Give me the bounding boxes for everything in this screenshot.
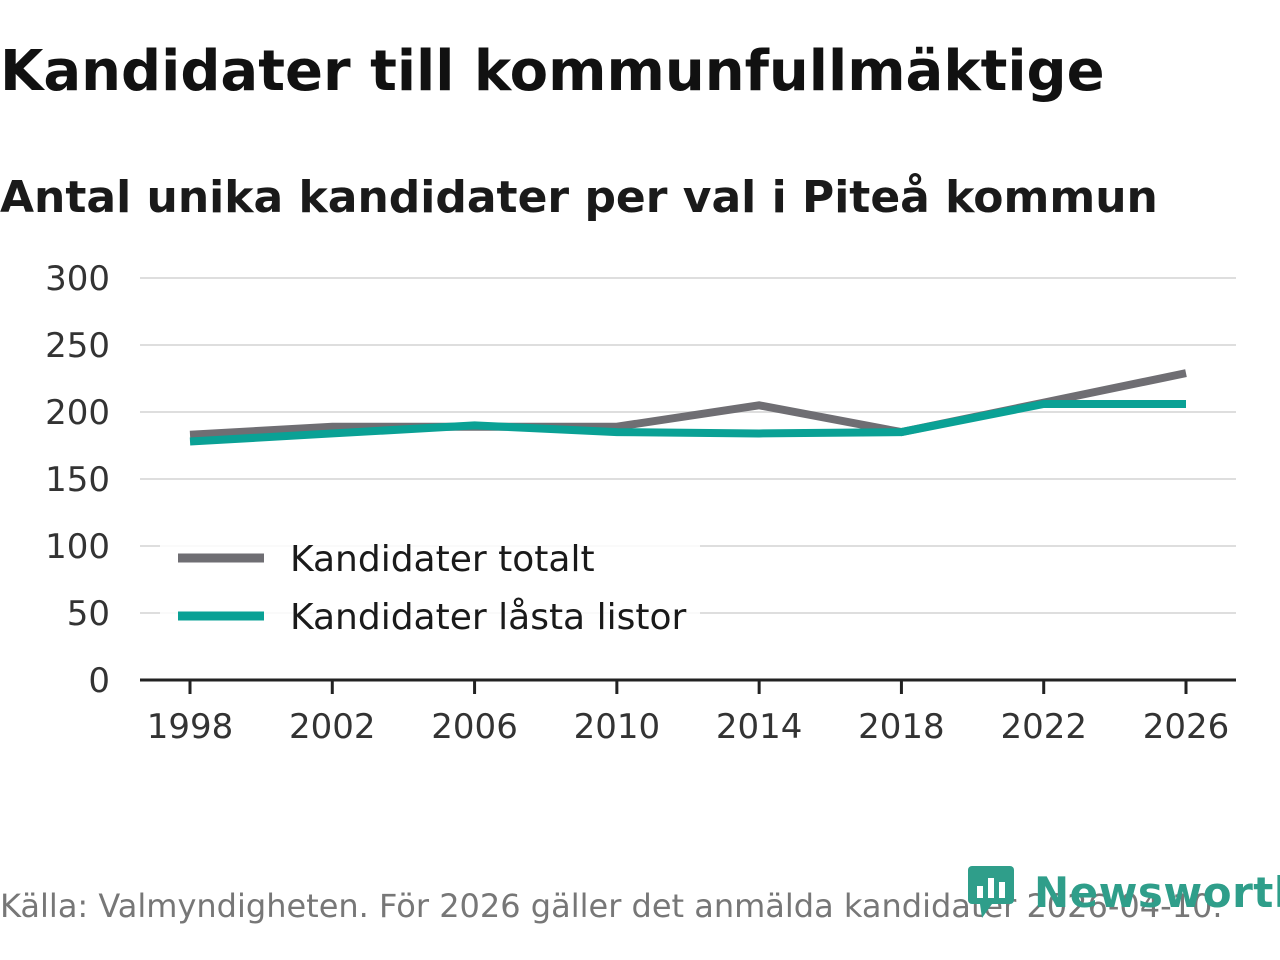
legend-label-1: Kandidater totalt [290, 539, 595, 580]
x-tick-label: 2026 [1143, 707, 1230, 747]
x-axis-ticks: 1998 2002 2006 2010 2014 2018 2022 2026 [147, 680, 1230, 747]
y-tick-label: 250 [45, 326, 110, 366]
x-tick-label: 2022 [1000, 707, 1087, 747]
y-axis-ticks: 0 50 100 150 200 250 300 [45, 259, 110, 701]
x-tick-label: 2014 [716, 707, 803, 747]
source-note: Källa: Valmyndigheten. För 2026 gäller d… [0, 887, 1223, 925]
chart-subtitle: Antal unika kandidater per val i Piteå k… [0, 172, 1158, 223]
y-tick-label: 150 [45, 460, 110, 500]
logo-text: Newsworthy [1034, 867, 1280, 917]
newsworthy-logo[interactable]: Newsworthy [966, 862, 1280, 922]
x-tick-label: 2002 [289, 707, 376, 747]
y-tick-label: 100 [45, 527, 110, 567]
legend-label-2: Kandidater låsta listor [290, 597, 686, 638]
bar-chart-icon [968, 866, 1014, 918]
legend-background [160, 528, 700, 646]
legend: Kandidater totalt Kandidater låsta listor [160, 528, 700, 646]
x-tick-label: 1998 [147, 707, 234, 747]
series-line-2 [189, 399, 1186, 446]
y-tick-label: 50 [67, 594, 110, 634]
x-tick-label: 2018 [858, 707, 945, 747]
y-tick-label: 0 [88, 661, 110, 701]
series-lines [189, 369, 1187, 446]
x-tick-label: 2006 [431, 707, 518, 747]
x-tick-label: 2010 [574, 707, 661, 747]
chart-title: Kandidater till kommunfullmäktige [0, 39, 1105, 104]
y-tick-label: 300 [45, 259, 110, 299]
y-tick-label: 200 [45, 393, 110, 433]
